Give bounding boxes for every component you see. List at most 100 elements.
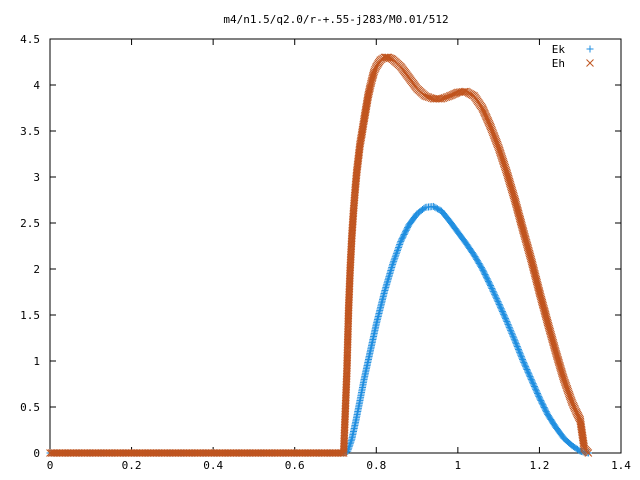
data-point [528,262,537,270]
data-point [346,440,354,448]
data-point [534,282,542,290]
data-point [364,93,372,102]
data-point [436,94,444,103]
data-point [491,290,499,298]
data-point [529,263,538,272]
data-point [529,265,538,273]
data-point [534,285,543,293]
data-point [369,70,378,78]
data-point [517,218,525,227]
x-tick-label: 0 [47,459,54,472]
data-point [517,220,526,229]
data-point [512,338,520,346]
data-point [389,259,397,267]
data-point [511,199,520,207]
data-point [548,337,557,345]
data-point [502,316,510,324]
data-point [486,280,494,288]
data-point [507,328,515,336]
data-point [513,205,522,213]
data-point [391,253,399,261]
data-point [548,335,557,344]
data-point [551,344,559,353]
x-tick-label: 1.2 [529,459,549,472]
y-tick-label: 2.5 [20,217,40,230]
data-point [365,86,374,94]
data-point [516,217,525,226]
x-tick-label: 0.8 [366,459,386,472]
data-point [511,197,520,206]
y-tick-label: 3.5 [20,125,40,138]
data-point [507,326,515,334]
data-point [448,90,457,99]
data-point [535,286,543,295]
data-point [394,245,402,253]
data-point [550,341,558,350]
data-point [489,287,497,295]
data-point [513,206,522,215]
y-tick-label: 4.5 [20,33,40,46]
data-point [547,330,555,339]
data-point [490,289,498,297]
data-point [536,292,545,301]
data-point [539,301,547,310]
data-point [526,251,534,260]
y-tick-label: 4 [33,79,40,92]
data-point [521,235,530,244]
data-point [532,275,541,284]
data-point [514,209,523,218]
data-point [519,356,527,364]
data-point [579,441,588,450]
data-point [523,243,532,252]
data-point [519,226,527,235]
x-tick-label: 0.6 [285,459,305,472]
data-point [364,92,372,100]
data-point [516,350,524,358]
data-point [512,340,520,348]
data-point [527,257,536,266]
data-point [508,331,516,339]
x-tick-label: 1.4 [611,459,631,472]
data-point [364,89,373,97]
data-point [532,274,540,283]
data-point [513,343,521,351]
data-point [396,239,404,247]
data-point [365,87,374,96]
data-point [396,240,404,248]
data-point [545,323,553,331]
data-point [541,309,549,318]
data-point [523,242,532,250]
data-point [510,334,518,342]
x-tick-label: 1 [455,459,462,472]
data-point [528,260,537,269]
data-point [530,266,538,275]
data-point [536,291,545,299]
data-point [445,92,454,100]
data-point [515,211,523,220]
data-point [518,224,527,233]
data-point [524,246,533,255]
data-point [513,203,521,212]
y-tick-label: 1 [33,355,40,368]
data-point [535,288,544,296]
data-point [521,234,530,242]
data-point [542,313,551,322]
data-point [522,237,530,246]
data-point [584,449,593,457]
data-point [460,87,469,96]
data-point [516,215,525,224]
data-point [533,280,542,289]
data-point [543,318,552,327]
data-point [549,338,558,347]
x-tick-label: 0.4 [203,459,223,472]
data-point [514,208,523,216]
y-tick-label: 0.5 [20,401,40,414]
data-point [526,254,535,263]
data-point [365,84,374,93]
data-point [518,354,526,362]
data-point [520,229,528,238]
data-point [364,90,373,99]
data-point [525,248,533,256]
data-point [493,296,501,304]
